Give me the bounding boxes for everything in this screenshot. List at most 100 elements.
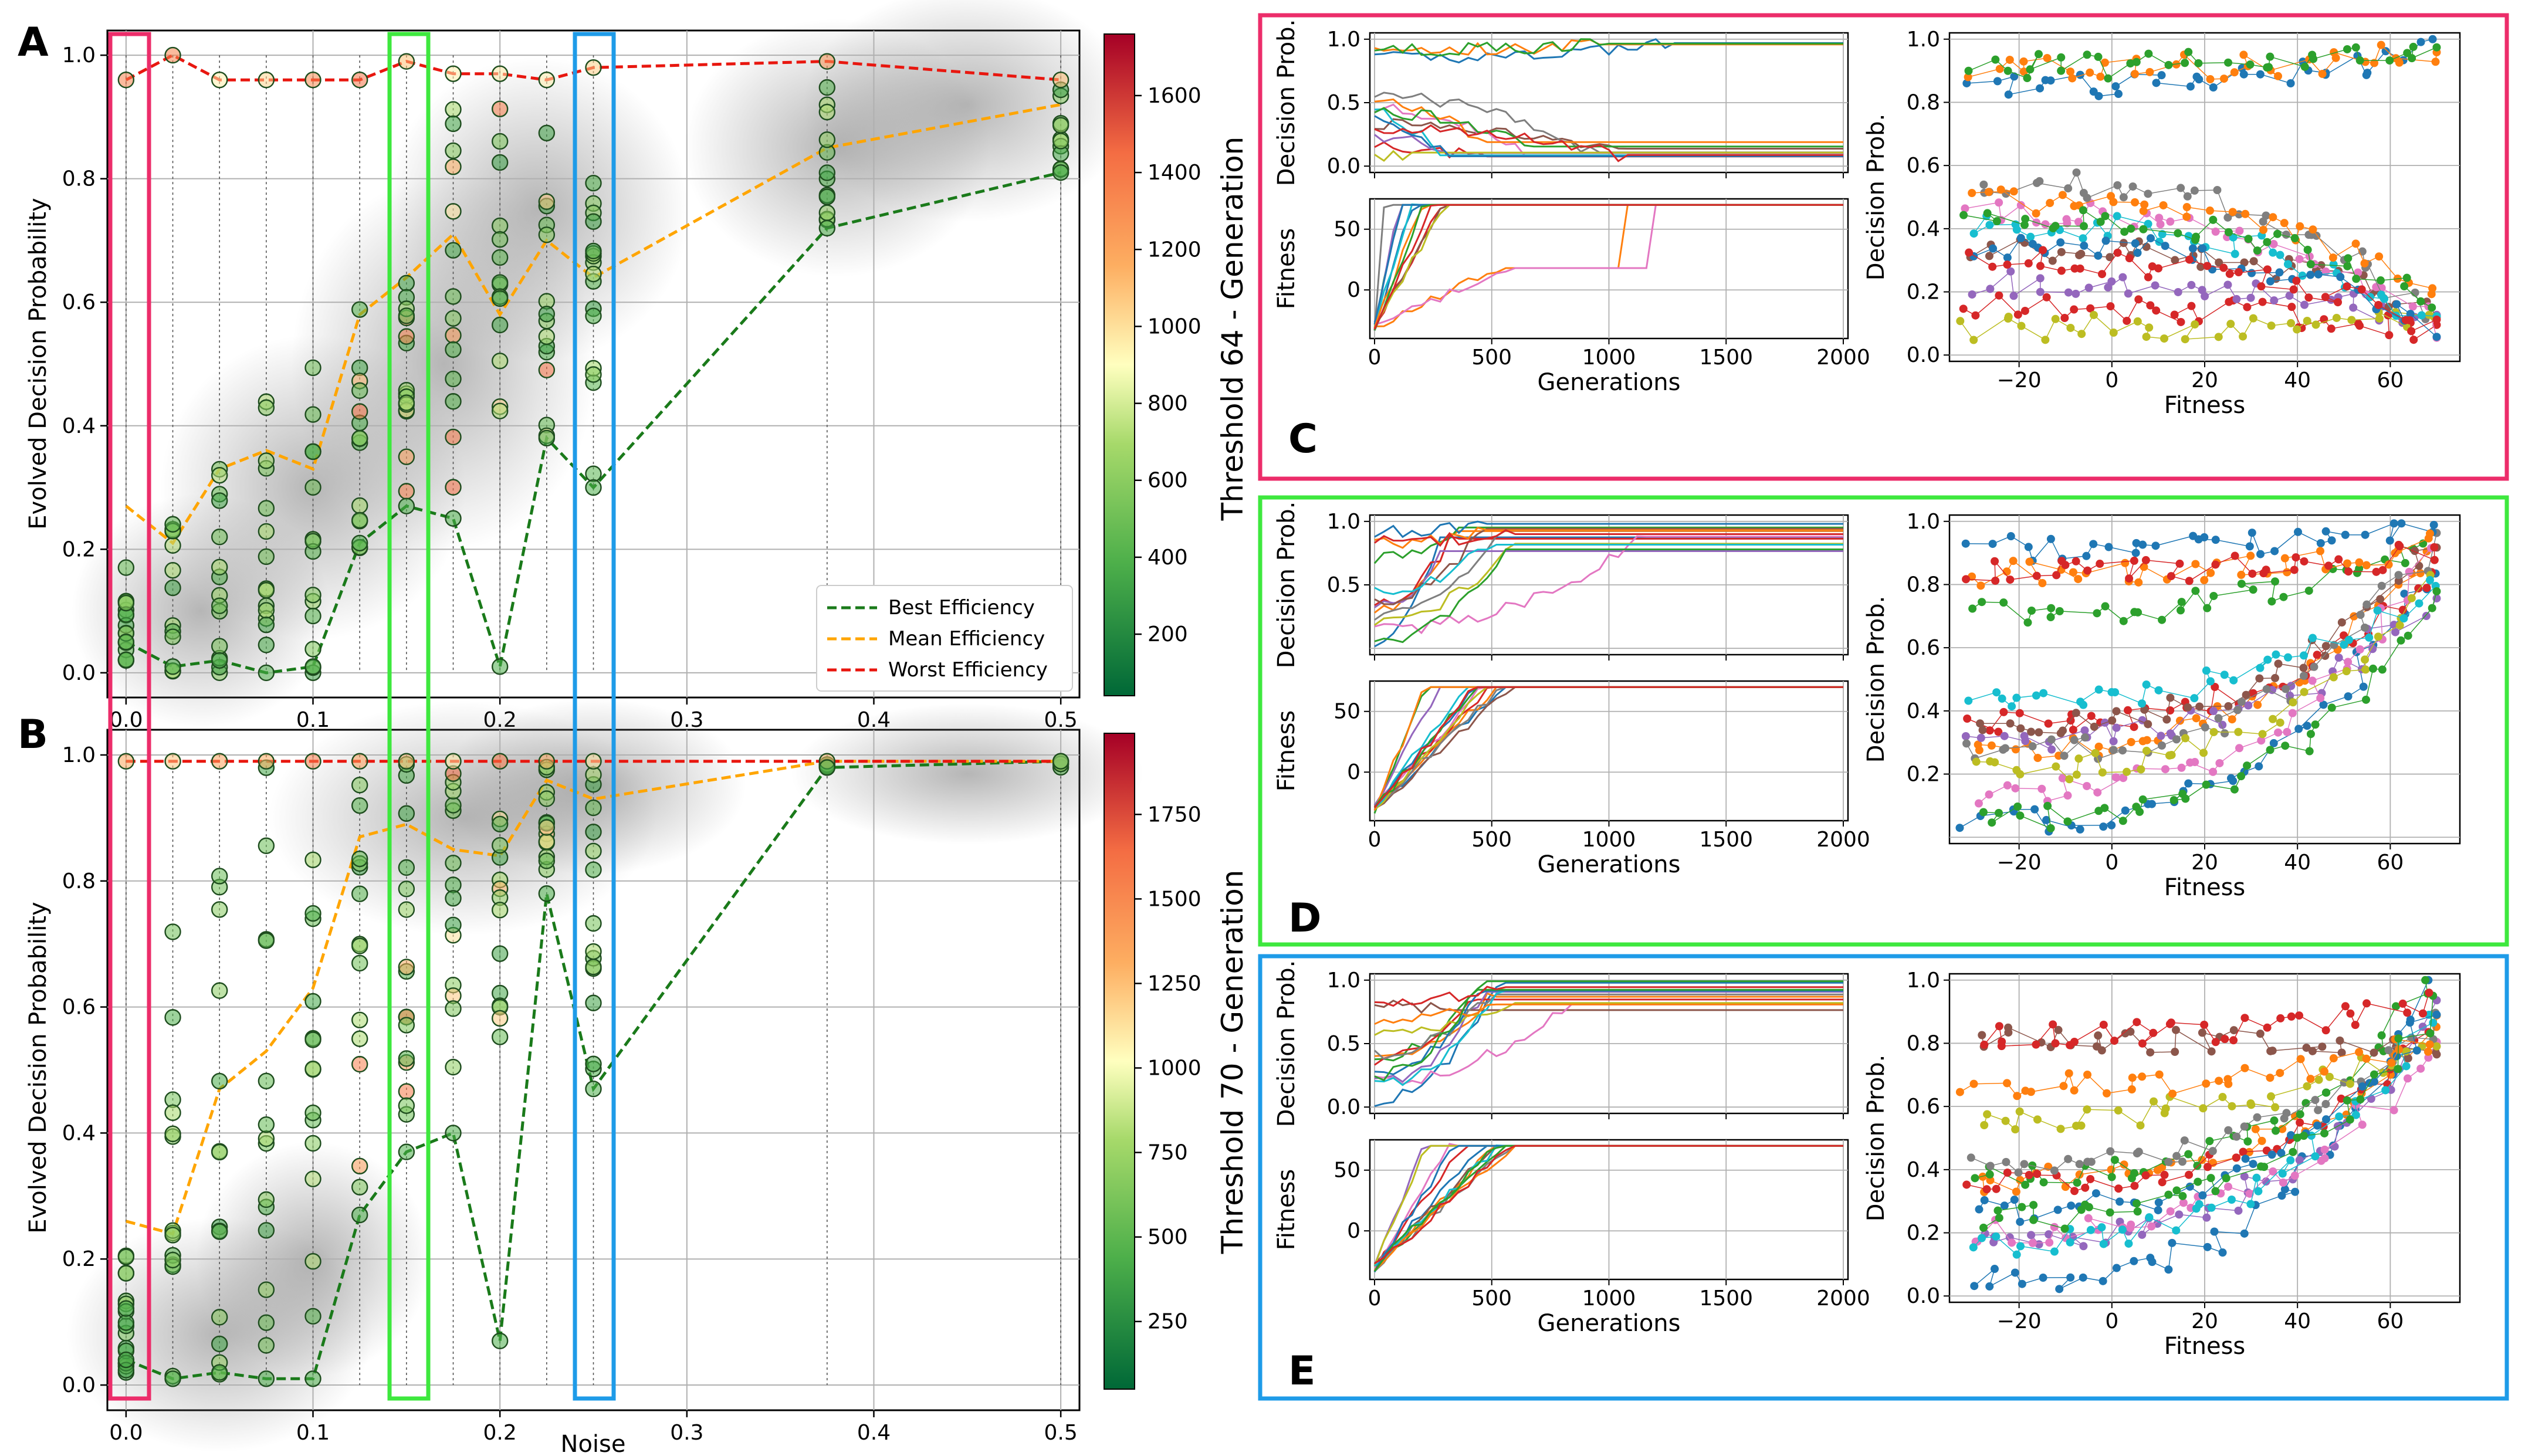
fitness-decision-point <box>2412 1046 2421 1055</box>
fitness-decision-point <box>2305 747 2314 756</box>
fitness-decision-point <box>2003 1169 2012 1177</box>
fitness-decision-point <box>2089 540 2098 548</box>
fitness-decision-point <box>2083 1105 2091 1114</box>
fitness-decision-point <box>2246 1099 2255 1108</box>
colorbar-tick-label: 200 <box>1148 622 1188 646</box>
decision-series <box>1374 38 1843 57</box>
fitness-decision-point <box>2104 74 2113 83</box>
fitness-decision-point <box>2232 1132 2241 1141</box>
fitness-decision-point <box>2233 706 2242 715</box>
fitness-decision-point <box>1969 336 1978 344</box>
fitness-decision-point <box>2203 1242 2212 1251</box>
data-point <box>491 945 509 962</box>
fitness-decision-point <box>2192 714 2201 723</box>
fitness-decision-point <box>2131 239 2140 248</box>
fitness-decision-point <box>2263 1023 2272 1032</box>
colorbar-a <box>1104 33 1135 696</box>
data-point <box>304 1060 321 1078</box>
fitness-decision-point <box>2224 58 2233 67</box>
fitness-decision-point <box>2334 298 2343 307</box>
decision-series <box>1374 1003 1843 1025</box>
fitness-decision-point <box>2172 1186 2181 1195</box>
data-point <box>585 823 602 841</box>
data-point <box>398 881 415 898</box>
generations-axis-label: Generations <box>1538 369 1681 396</box>
fitness-decision-point <box>2099 822 2108 831</box>
fitness-decision-point <box>1985 726 1994 735</box>
data-point <box>351 72 368 89</box>
data-point <box>258 616 275 634</box>
data-point <box>818 53 836 70</box>
box-c <box>1258 13 2509 481</box>
fitness-decision-point <box>2248 269 2256 277</box>
fitness-decision-point <box>2237 580 2246 588</box>
fitness-decision-point <box>2013 310 2022 319</box>
fitness-decision-point <box>2269 213 2277 222</box>
fitness-decision-point <box>2036 274 2045 283</box>
fitness-decision-point <box>1963 714 1972 723</box>
fitness-decision-point <box>2309 225 2317 234</box>
fitness-decision-point <box>2167 750 2176 759</box>
fitness-decision-point <box>2138 540 2147 549</box>
fitness-decision-point <box>1991 55 2000 64</box>
fitness-decision-point <box>2205 1137 2214 1146</box>
fitness-decision-point <box>2370 1077 2379 1086</box>
data-point <box>351 497 368 514</box>
fitness-decision-point <box>2046 613 2055 622</box>
decision-series <box>1374 990 1843 1075</box>
data-point <box>117 1314 135 1331</box>
fitness-decision-point <box>2021 1180 2030 1189</box>
data-point <box>164 1104 181 1122</box>
fitness-decision-point <box>2020 1160 2029 1169</box>
fitness-decision-point <box>2378 566 2387 574</box>
fitness-decision-point <box>2418 1009 2427 1018</box>
fitness-decision-point <box>2427 290 2436 299</box>
data-point <box>164 658 181 675</box>
fitness-decision-point <box>2283 568 2292 577</box>
fitness-decision-point <box>2432 1042 2441 1051</box>
fitness-axis-label: Fitness <box>2164 1333 2246 1360</box>
fitness-decision-point <box>2228 208 2237 216</box>
fitness-decision-point <box>2406 310 2415 319</box>
fitness-decision-point <box>2060 1224 2069 1233</box>
x-tick-label: 0.0 <box>109 708 143 732</box>
fitness-decision-point <box>2097 1046 2106 1055</box>
generation-tick-label: 1500 <box>1699 828 1753 852</box>
fitness-decision-point <box>2015 709 2024 717</box>
data-point <box>585 959 602 976</box>
fitness-decision-tick-label: 0.6 <box>1907 1095 1940 1119</box>
fitness-decision-point <box>2184 703 2192 712</box>
fitness-decision-point <box>2036 262 2045 270</box>
data-point <box>491 290 509 307</box>
fitness-decision-point <box>2409 336 2418 344</box>
fitness-decision-point <box>2376 276 2385 285</box>
fitness-decision-point <box>2125 254 2134 263</box>
fitness-decision-point <box>2090 722 2098 731</box>
fitness-decision-point <box>2126 1027 2135 1036</box>
y-ticks-b: 0.0 0.2 0.4 0.6 0.8 1.0 <box>62 743 107 1397</box>
fitness-decision-point <box>2320 1145 2329 1154</box>
fitness-decision-point <box>2332 313 2341 322</box>
fitness-decision-point <box>2211 536 2220 544</box>
fitness-decision-point <box>1983 1110 1992 1119</box>
data-point <box>445 203 462 220</box>
fitness-decision-point <box>2192 232 2201 241</box>
fitness-decision-point <box>2026 1088 2035 1096</box>
fitness-decision-point <box>2267 1150 2276 1159</box>
data-point <box>398 1017 415 1034</box>
fitness-decision-point <box>2209 707 2218 716</box>
data-point <box>585 799 602 817</box>
data-point <box>538 429 556 447</box>
fitness-decision-point <box>2202 1079 2211 1088</box>
fitness-decision-point <box>2221 729 2229 738</box>
fitness-decision-point <box>2066 67 2075 76</box>
fitness-decision-point <box>2351 1110 2360 1119</box>
data-point <box>445 479 462 496</box>
fitness-decision-point <box>2087 712 2096 720</box>
fitness-decision-point <box>2385 331 2394 340</box>
fitness-decision-point <box>2320 1154 2329 1163</box>
data-point <box>211 1072 228 1090</box>
fitness-decision-point <box>2368 664 2377 673</box>
fitness-decision-point <box>2287 303 2296 311</box>
fitness-decision-point <box>2062 215 2071 224</box>
